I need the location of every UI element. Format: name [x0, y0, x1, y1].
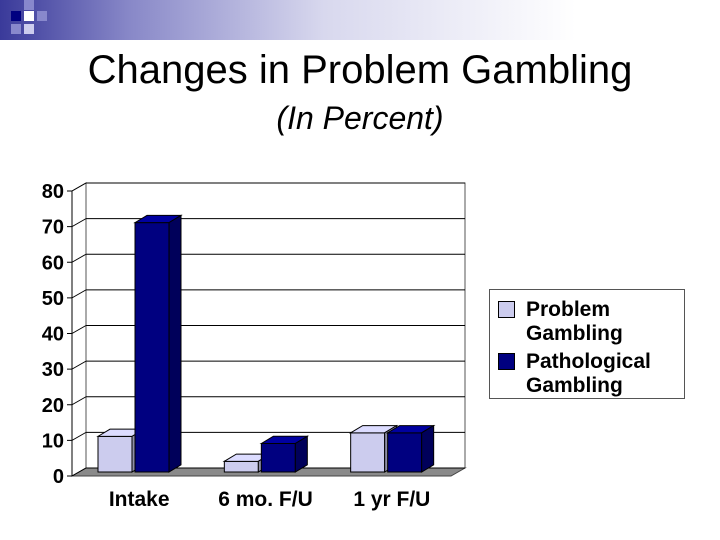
- gridline: [71, 396, 87, 406]
- x-tick-label: Intake: [109, 488, 170, 511]
- chart-legend: Problem Gambling Pathological Gambling: [489, 289, 685, 399]
- gridline: [71, 182, 87, 192]
- y-tick-label: 40: [42, 324, 64, 346]
- legend-label-problem: Problem Gambling: [526, 298, 623, 345]
- bar: [97, 435, 133, 473]
- slide-subtitle: (In Percent): [276, 100, 444, 136]
- gridline: [71, 325, 87, 334]
- header-decoration: [24, 11, 34, 21]
- gridline: [71, 467, 87, 477]
- bar: [260, 443, 296, 473]
- gridline: [71, 218, 87, 228]
- gridline: [71, 289, 87, 299]
- y-tick-label: 10: [42, 430, 64, 452]
- bar: [387, 432, 423, 473]
- gridline: [71, 253, 87, 263]
- bar-side: [421, 424, 435, 473]
- header-decoration: [11, 24, 21, 34]
- x-tick-label: 1 yr F/U: [353, 488, 430, 511]
- legend-label-pathological: Pathological Gambling: [526, 350, 651, 397]
- y-tick-label: 60: [42, 252, 64, 274]
- header-decoration: [24, 24, 34, 34]
- legend-swatch-problem: [498, 301, 515, 318]
- bar: [134, 222, 170, 473]
- header-decoration: [11, 11, 21, 21]
- x-tick-label: 6 mo. F/U: [218, 488, 313, 511]
- y-tick-label: 30: [42, 359, 64, 381]
- y-tick-label: 20: [42, 395, 64, 417]
- gridline: [71, 431, 87, 441]
- y-tick-label: 50: [42, 288, 64, 310]
- legend-swatch-pathological: [498, 353, 515, 370]
- bar-side: [168, 214, 182, 473]
- bar: [350, 432, 386, 473]
- header-decoration: [37, 11, 47, 21]
- y-tick-label: 80: [42, 181, 64, 203]
- y-tick-label: 70: [42, 217, 64, 239]
- header-decoration: [24, 0, 34, 10]
- bar: [223, 460, 259, 473]
- slide-header-bar: [0, 0, 720, 40]
- gridline: [71, 360, 87, 370]
- bar-side: [294, 435, 308, 473]
- slide-title: Changes in Problem Gambling: [87, 48, 633, 92]
- y-tick-label: 0: [53, 466, 64, 488]
